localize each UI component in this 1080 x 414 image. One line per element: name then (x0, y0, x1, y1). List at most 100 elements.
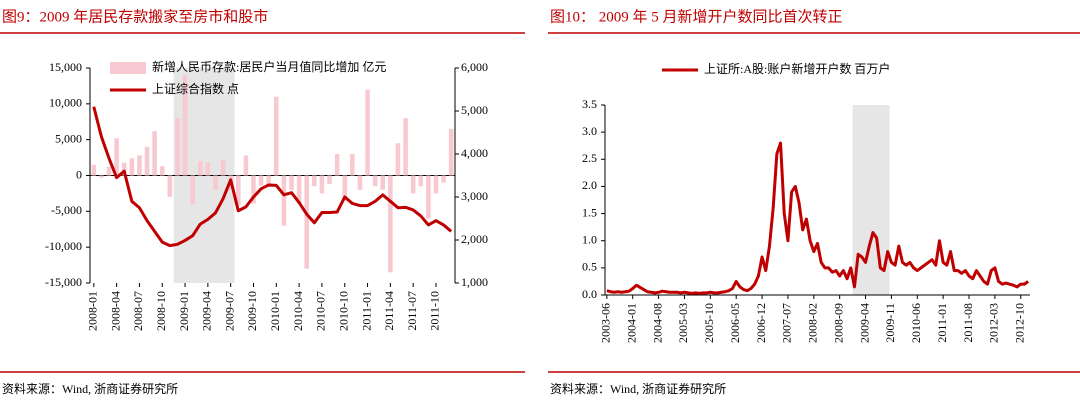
x-tick-label: 2008-07 (131, 291, 145, 331)
bar (395, 143, 401, 176)
y-tick-label: 0.5 (582, 260, 597, 274)
y-tick-label: -15,000 (45, 275, 82, 289)
x-tick-label: 2012-03 (987, 303, 1001, 343)
y2-tick-label: 1,000 (461, 275, 488, 289)
x-tick-label: 2011-01 (359, 291, 373, 331)
x-tick-label: 2011-01 (935, 303, 949, 343)
bar (350, 154, 355, 176)
bar (159, 166, 165, 176)
bar (281, 175, 287, 226)
x-tick-label: 2008-02 (806, 303, 820, 343)
bar (243, 155, 249, 176)
y-tick-label: 10,000 (49, 96, 82, 110)
x-tick-label: 2010-07 (314, 291, 328, 331)
x-tick-label: 2009-04 (857, 303, 871, 343)
y-tick-label: 2.5 (582, 151, 597, 165)
bar (220, 159, 226, 176)
y2-tick-label: 2,000 (461, 232, 488, 246)
x-tick-label: 2011-10 (428, 291, 442, 331)
legend-label: 上证所:A股:账户新增开户数 百万户 (704, 61, 890, 76)
bar (213, 175, 218, 190)
bar (205, 162, 211, 176)
x-tick-label: 2003-06 (599, 303, 613, 343)
bar (137, 155, 142, 176)
bar (426, 175, 431, 219)
line-series (92, 106, 453, 248)
bar (403, 118, 408, 176)
bar (296, 175, 302, 205)
x-tick-label: 2009-10 (245, 291, 259, 331)
x-tick-label: 2010-04 (291, 291, 305, 331)
bar (334, 154, 340, 176)
x-tick-label: 2005-03 (676, 303, 690, 343)
bar (433, 175, 439, 194)
legend-label: 上证综合指数 点 (152, 81, 239, 96)
bar (327, 175, 332, 185)
x-tick-label: 2008-10 (154, 291, 168, 331)
x-tick-label: 2008-04 (108, 291, 122, 331)
y-tick-label: 3.0 (582, 124, 597, 138)
bar (121, 162, 127, 176)
bar (175, 118, 180, 176)
y-tick-label: 1.5 (582, 205, 597, 219)
y-tick-label: 2.0 (582, 178, 597, 192)
y-tick-label: -5,000 (51, 203, 82, 217)
source: 资料来源：Wind, 浙商证券研究所 (2, 381, 178, 396)
y2-tick-label: 6,000 (461, 60, 488, 74)
y-tick-label: 0.0 (582, 287, 597, 301)
bar (274, 96, 279, 176)
x-tick-label: 2006-05 (728, 303, 742, 343)
x-tick-label: 2009-04 (200, 291, 214, 331)
bar (99, 175, 104, 178)
bar (388, 175, 393, 273)
bar (342, 175, 348, 201)
legend-swatch (110, 62, 146, 74)
bar (448, 128, 454, 176)
y2-tick-label: 5,000 (461, 103, 488, 117)
x-tick-label: 2011-07 (405, 291, 419, 331)
line-series (606, 141, 1030, 295)
source: 资料来源：Wind, 浙商证券研究所 (550, 381, 726, 396)
y-tick-label: 3.5 (582, 97, 597, 111)
bar (380, 175, 386, 190)
bar (258, 175, 264, 186)
bar (312, 175, 317, 187)
chart-title: 图9：2009 年居民存款搬家至房市和股市 (2, 8, 268, 25)
bar (365, 89, 370, 176)
x-tick-label: 2004-01 (624, 303, 638, 343)
y2-tick-label: 3,000 (461, 189, 488, 203)
bar (304, 175, 309, 269)
bar (91, 164, 97, 176)
bar (357, 175, 363, 190)
bar (129, 158, 135, 176)
x-tick-label: 2010-06 (909, 303, 923, 343)
bar (251, 175, 256, 204)
bar (372, 175, 378, 187)
highlight-span (852, 105, 890, 295)
bar (167, 175, 173, 197)
y-tick-label: 5,000 (55, 131, 82, 145)
x-tick-label: 2008-09 (831, 303, 845, 343)
bar (152, 131, 157, 176)
bar (319, 175, 325, 194)
x-tick-label: 2009-11 (883, 303, 897, 343)
y-tick-label: 1.0 (582, 232, 597, 246)
bar (114, 138, 119, 176)
bar (289, 175, 294, 190)
y-tick-label: 15,000 (49, 60, 82, 74)
x-tick-label: 2011-04 (382, 291, 396, 331)
y2-tick-label: 4,000 (461, 146, 488, 160)
bar (182, 75, 188, 176)
bar (410, 175, 416, 194)
x-tick-label: 2009-07 (222, 291, 236, 331)
bar (106, 166, 112, 176)
x-tick-label: 2005-10 (702, 303, 716, 343)
x-tick-label: 2004-08 (650, 303, 664, 343)
x-tick-label: 2008-01 (86, 291, 100, 331)
x-tick-label: 2009-01 (177, 291, 191, 331)
bar (236, 175, 241, 206)
y-tick-label: -10,000 (45, 239, 82, 253)
x-tick-label: 2010-01 (268, 291, 282, 331)
x-tick-label: 2011-08 (961, 303, 975, 343)
